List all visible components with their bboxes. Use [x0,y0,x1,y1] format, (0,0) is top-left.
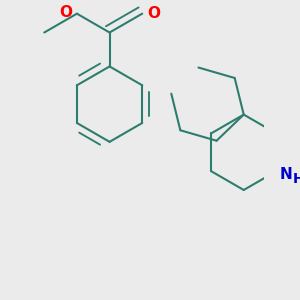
Text: N: N [280,167,292,182]
Text: O: O [59,4,72,20]
Text: H: H [293,172,300,186]
Text: O: O [147,6,160,21]
